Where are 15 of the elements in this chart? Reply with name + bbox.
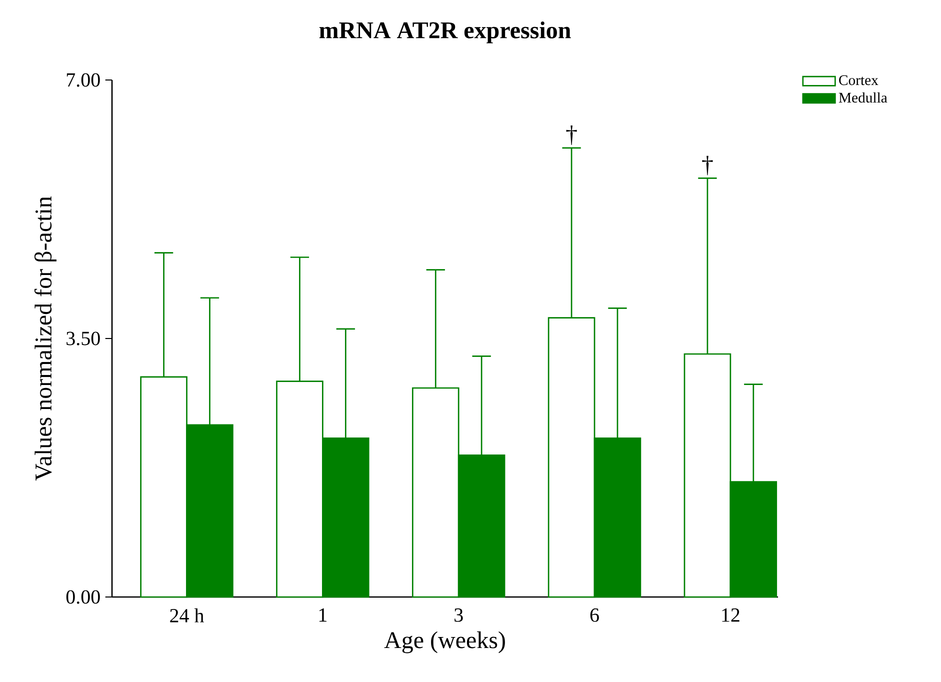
chart-title: mRNA AT2R expression <box>319 22 571 44</box>
x-tick-label: 3 <box>454 608 463 622</box>
legend-label: Cortex <box>839 75 878 86</box>
x-tick-label: 24 h <box>170 608 204 622</box>
y-tick-label: 3.50 <box>66 332 100 346</box>
x-tick-label: 6 <box>590 608 599 622</box>
x-tick-label: 1 <box>319 608 326 622</box>
y-tick-label: 7.00 <box>66 73 100 87</box>
annotation: † <box>566 126 577 146</box>
y-tick-label: 0.00 <box>66 590 100 604</box>
x-tick-label: 12 <box>722 608 740 622</box>
x-axis-title: Age (weeks) <box>384 631 505 654</box>
y-axis-title: Values normalized for β-actin <box>34 196 56 481</box>
annotation: † <box>702 156 713 176</box>
legend-label: Medulla <box>838 92 888 103</box>
